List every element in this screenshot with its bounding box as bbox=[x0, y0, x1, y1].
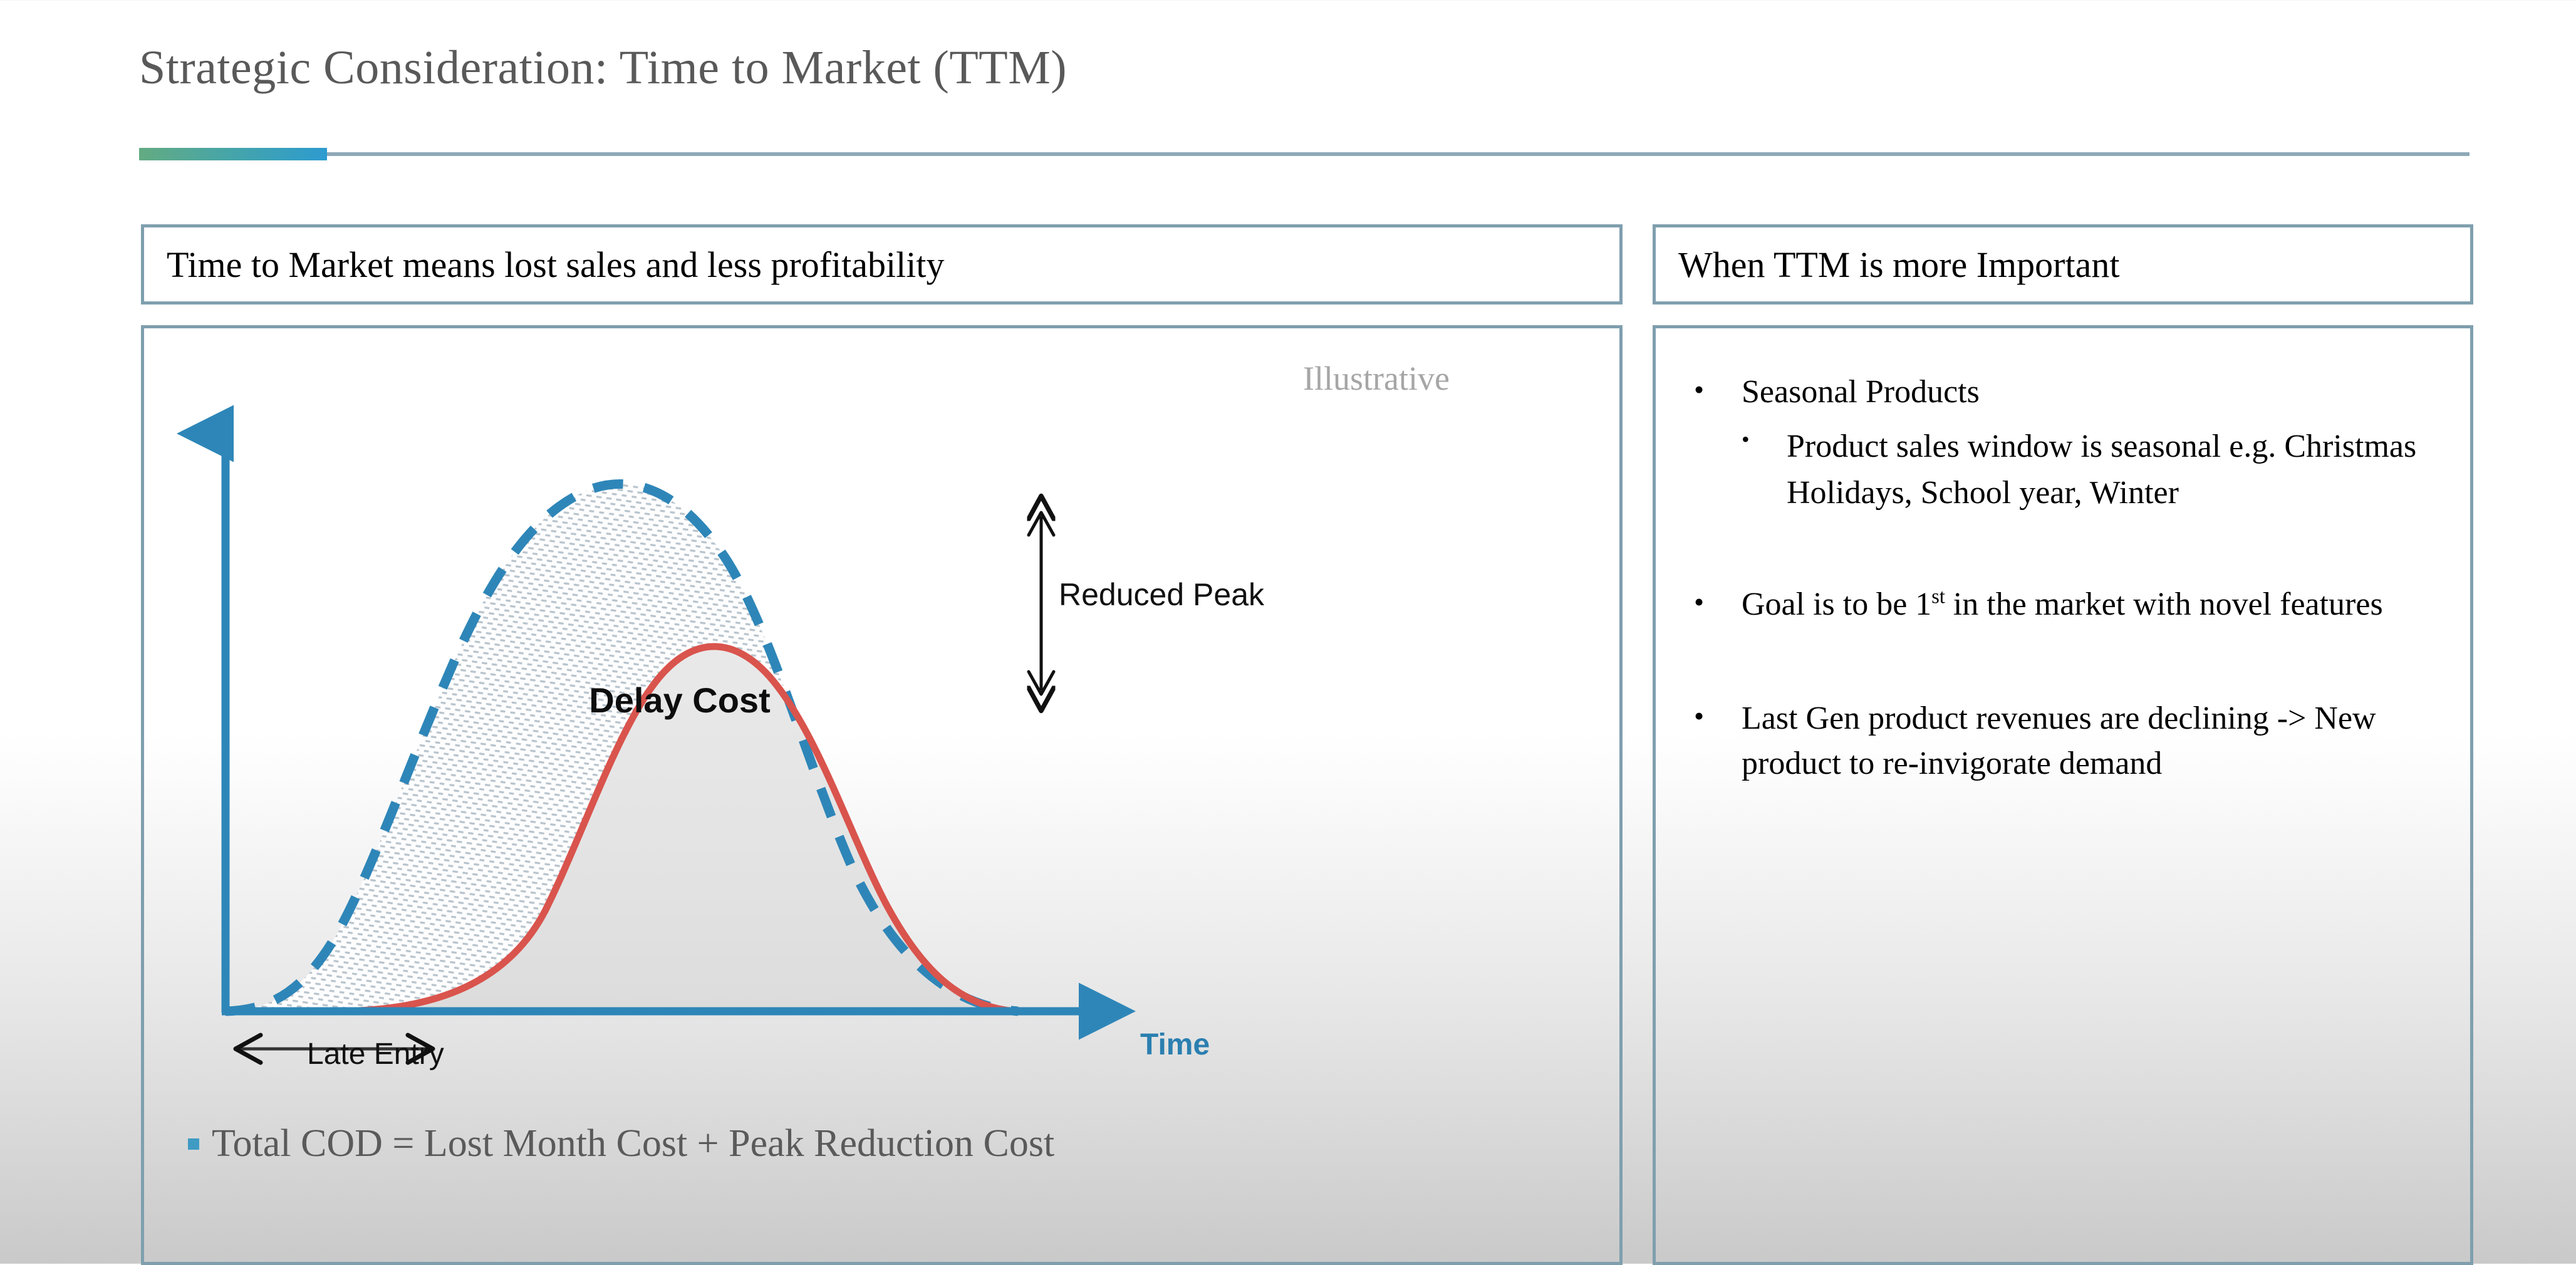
bullet-marker-icon: • bbox=[1694, 586, 1705, 618]
delayed-revenue-curve bbox=[328, 643, 1019, 1015]
bullet-marker-icon: • bbox=[1694, 700, 1705, 732]
title-accent-bar bbox=[139, 148, 327, 160]
illustrative-tag: Illustrative bbox=[1303, 360, 1450, 397]
list-spacer bbox=[1679, 522, 2449, 582]
delay-cost-annotation: Delay Cost bbox=[589, 680, 771, 720]
list-item-label: Goal is to be 1st in the market with nov… bbox=[1742, 582, 2383, 627]
list-spacer bbox=[1679, 636, 2449, 696]
list-item-sub: • Product sales window is seasonal e.g. … bbox=[1742, 424, 2449, 516]
delay-cost-fill bbox=[226, 484, 1015, 1011]
right-panel-header-label: When TTM is more Important bbox=[1678, 244, 2120, 285]
list-item-label-pre: Goal is to be 1 bbox=[1742, 586, 1932, 623]
title-divider-rule bbox=[139, 152, 2470, 156]
list-item: • Goal is to be 1st in the market with n… bbox=[1679, 582, 2449, 627]
left-panel-header-label: Time to Market means lost sales and less… bbox=[167, 244, 945, 285]
list-item: • Last Gen product revenues are declinin… bbox=[1679, 696, 2449, 786]
list-item-label: Last Gen product revenues are declining … bbox=[1742, 700, 2376, 781]
late-entry-annotation: Late Entry bbox=[307, 1038, 444, 1071]
list-item: • Seasonal Products bbox=[1679, 370, 2449, 415]
sub-bullet-marker-icon: • bbox=[1742, 426, 1750, 452]
reduced-peak-arrowheads bbox=[1027, 511, 1056, 696]
ideal-revenue-curve bbox=[225, 479, 1019, 1016]
right-panel-header: When TTM is more Important bbox=[1653, 224, 2473, 305]
cod-footnote: Total COD = Lost Month Cost + Peak Reduc… bbox=[188, 1122, 1054, 1166]
late-entry-arrowheads bbox=[233, 1033, 435, 1065]
x-axis-label: Time bbox=[1140, 1028, 1210, 1061]
bullet-marker-icon: • bbox=[1694, 373, 1705, 405]
ttm-importance-bullet-list: • Seasonal Products • Product sales wind… bbox=[1679, 370, 2449, 795]
ordinal-suffix: st bbox=[1931, 585, 1945, 608]
ttm-revenue-chart bbox=[144, 328, 1619, 1111]
list-item-label: Seasonal Products bbox=[1742, 374, 1980, 410]
cod-footnote-text: Total COD = Lost Month Cost + Peak Reduc… bbox=[212, 1122, 1055, 1165]
actual-revenue-fill bbox=[332, 646, 1015, 1011]
square-bullet-icon bbox=[188, 1138, 199, 1150]
chart-svg bbox=[177, 405, 1136, 1065]
reduced-peak-annotation: Reduced Peak bbox=[1059, 577, 1265, 612]
list-item-sub-label: Product sales window is seasonal e.g. Ch… bbox=[1787, 428, 2417, 511]
page-title: Strategic Consideration: Time to Market … bbox=[139, 41, 1067, 94]
list-item-label-post: in the market with novel features bbox=[1945, 586, 2383, 623]
left-panel-header: Time to Market means lost sales and less… bbox=[141, 224, 1623, 305]
